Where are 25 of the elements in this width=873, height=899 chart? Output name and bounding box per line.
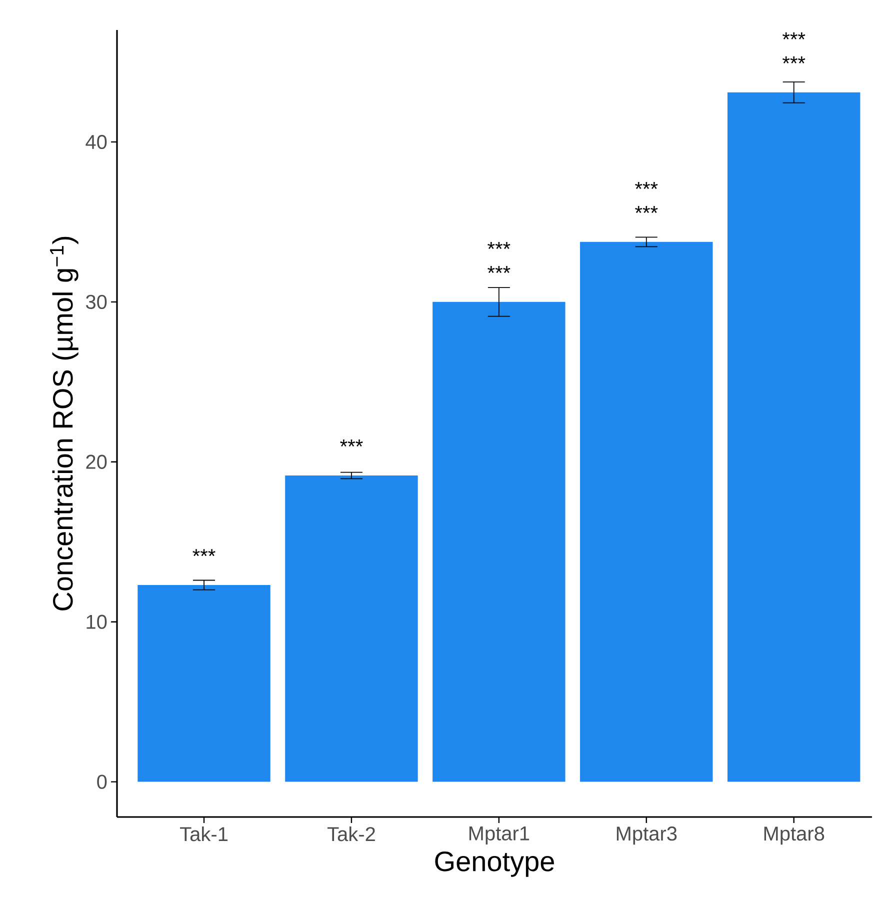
y-tick-label: 30 (86, 294, 107, 309)
x-tick-label: Tak-1 (180, 826, 228, 842)
y-tick-label: 20 (86, 454, 107, 469)
x-tick-label: Mptar3 (617, 826, 677, 845)
bar (728, 92, 860, 782)
y-tick-label: 40 (86, 134, 107, 150)
annotation: *** (488, 242, 510, 249)
x-tick-label: Mptar1 (470, 826, 530, 844)
annotation: *** (488, 266, 510, 273)
annotation: *** (635, 206, 658, 213)
bar (138, 585, 270, 782)
annotation: *** (340, 440, 363, 447)
y-tick-label: 0 (97, 774, 107, 789)
bar (432, 302, 566, 782)
annotation: *** (635, 182, 658, 189)
bar (580, 242, 713, 782)
annotation: *** (192, 549, 216, 556)
x-axis-title: Genotype (435, 852, 554, 877)
y-tick-label: 10 (86, 614, 107, 629)
annotation: *** (782, 32, 806, 40)
y-axis-title: Concentration ROS (µmol g$^{−1}$) (50, 236, 78, 610)
x-tick-label: Mptar8 (764, 826, 824, 845)
bar (285, 475, 418, 782)
x-tick-label: Tak-2 (328, 826, 376, 842)
annotation: *** (782, 56, 806, 64)
